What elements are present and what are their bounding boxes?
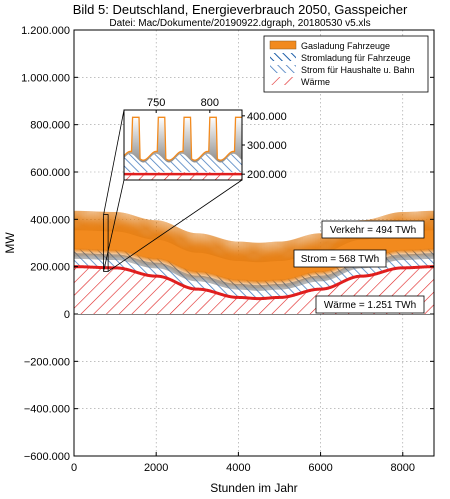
series-line-waerme xyxy=(74,265,434,301)
inset-selection xyxy=(103,214,109,272)
y-axis-label: MW xyxy=(3,232,17,254)
inset-y-tick-label: 300.000 xyxy=(247,140,287,152)
legend-label: Stromladung für Fahrzeuge xyxy=(301,53,411,63)
chart-title: Bild 5: Deutschland, Energieverbrauch 20… xyxy=(73,2,408,17)
y-tick-label: 600.000 xyxy=(30,167,70,179)
annotation-box xyxy=(293,249,387,268)
legend: Gasladung Fahrzeuge Stromladung für Fahrz… xyxy=(263,35,429,93)
x-axis-label: Stunden im Jahr xyxy=(210,481,297,495)
y-ticks: −600.000 −400.000 −200.000 0 200.000 400.000 6… xyxy=(21,25,434,463)
annotation-label: Wärme = 1.251 TWh xyxy=(324,300,416,311)
series-area-gasladung-fahrzeuge xyxy=(74,210,434,289)
legend-swatch xyxy=(270,77,296,85)
legend-label: Wärme xyxy=(301,77,330,87)
inset-y-tick-label: 400.000 xyxy=(247,111,287,123)
inset-connector xyxy=(107,179,243,272)
legend-label: Gasladung Fahrzeuge xyxy=(301,41,390,51)
inset-area-gas xyxy=(124,117,242,163)
legend-swatch xyxy=(269,40,297,50)
x-tick-label: 2000 xyxy=(144,462,168,474)
legend-swatch xyxy=(270,65,296,73)
inset-connector xyxy=(103,179,125,272)
x-tick-label: 4000 xyxy=(226,462,250,474)
inset-connector xyxy=(103,109,125,215)
annotation-label: Strom = 568 TWh xyxy=(301,254,379,265)
x-ticks: 0 2000 4000 6000 8000 xyxy=(71,452,415,474)
plot-frame xyxy=(73,29,435,457)
y-tick-label: 400.000 xyxy=(30,214,70,226)
x-tick-label: 6000 xyxy=(308,462,332,474)
inset-area-waerme xyxy=(124,172,242,180)
inset-line-gas xyxy=(123,116,242,161)
inset-x-tick-label: 750 xyxy=(147,97,165,109)
legend-swatch xyxy=(270,53,296,61)
y-tick-label: −400.000 xyxy=(24,404,70,416)
x-tick-label: 8000 xyxy=(391,462,415,474)
inset-y-tick-label: 200.000 xyxy=(247,169,287,181)
y-tick-label: −600.000 xyxy=(24,451,70,463)
y-tick-label: 1.200.000 xyxy=(21,25,70,37)
y-tick-label: −200.000 xyxy=(24,356,70,368)
inset-zoom: 750 800 200.000 300.000 400.000 xyxy=(103,97,287,272)
y-tick-label: 0 xyxy=(64,309,70,321)
y-tick-label: 1.000.000 xyxy=(21,72,70,84)
y-tick-label: 800.000 xyxy=(30,120,70,132)
inset-area-strom xyxy=(124,153,242,175)
annotation-label: Verkehr = 494 TWh xyxy=(330,225,416,236)
y-tick-label: 200.000 xyxy=(30,262,70,274)
inset-x-tick-label: 800 xyxy=(201,97,219,109)
x-tick-label: 0 xyxy=(71,462,77,474)
legend-label: Strom für Haushalte u. Bahn xyxy=(301,65,415,75)
annotations: Verkehr = 494 TWh Strom = 568 TWh Wärme = … xyxy=(293,220,425,314)
annotation-box xyxy=(321,220,425,239)
chart-subtitle: Datei: Mac/Dokumente/20190922.dgraph, 20… xyxy=(109,18,370,29)
annotation-box xyxy=(315,295,425,314)
